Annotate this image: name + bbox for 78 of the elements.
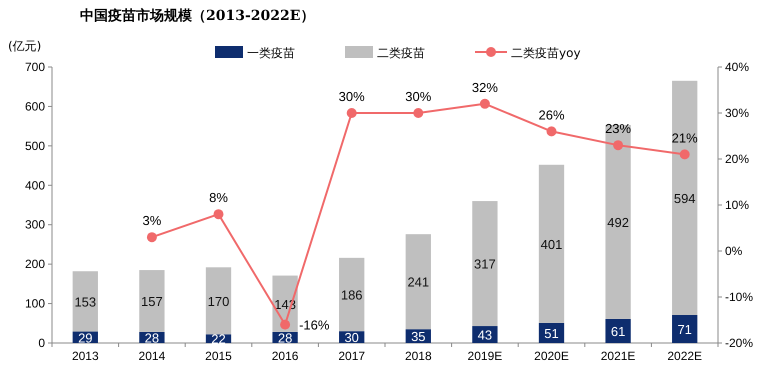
data-label: 26% xyxy=(538,107,565,122)
chart-title: 中国疫苗市场规模（2013-2022E） xyxy=(80,7,314,24)
data-label: 594 xyxy=(674,190,696,206)
y-tick-label: 700 xyxy=(24,60,46,74)
data-label: 35 xyxy=(411,329,426,344)
point xyxy=(613,140,624,150)
data-label: 401 xyxy=(540,236,562,252)
bar xyxy=(206,267,232,334)
data-label: 28 xyxy=(144,330,160,346)
data-label: 3% xyxy=(142,213,162,228)
x-tick-label: 2020E xyxy=(534,349,569,363)
data-label: 32% xyxy=(472,80,498,95)
data-label: 186 xyxy=(340,288,363,303)
data-label: 51 xyxy=(544,326,559,341)
data-label: 30% xyxy=(405,89,432,104)
bar xyxy=(538,164,564,323)
x-tick-label: 2017 xyxy=(338,349,366,363)
data-label: 23% xyxy=(605,121,632,136)
bar xyxy=(605,318,631,343)
data-label: 241 xyxy=(407,274,430,290)
legend-label: 一类疫苗 xyxy=(247,46,295,60)
y-tick-label: 500 xyxy=(24,138,46,153)
y2-tick-label: -10% xyxy=(725,290,754,304)
x-tick-label: 2013 xyxy=(72,349,99,363)
x-tick-label: 2015 xyxy=(205,349,232,363)
y2-tick-label: 30% xyxy=(725,106,750,120)
data-label: 61 xyxy=(610,324,626,339)
y-tick-label: 200 xyxy=(24,257,46,272)
x-tick-label: 2019E xyxy=(468,349,502,363)
x-tick-label: 2018 xyxy=(404,349,432,363)
y2-tick-label: -20% xyxy=(725,336,754,350)
point xyxy=(546,126,556,136)
data-label: 492 xyxy=(607,214,629,230)
data-label: 28 xyxy=(278,330,292,346)
x-tick-label: 2021E xyxy=(600,349,636,363)
data-label: 30% xyxy=(338,89,366,104)
bar xyxy=(672,315,698,343)
bar xyxy=(139,270,165,332)
data-label: 22 xyxy=(211,332,226,347)
data-label: 71 xyxy=(677,322,692,338)
data-label: 317 xyxy=(474,256,496,272)
y-tick-label: 100 xyxy=(24,296,46,311)
y2-tick-label: 10% xyxy=(725,198,750,212)
y2-tick-label: 0% xyxy=(725,244,743,258)
data-label: 8% xyxy=(209,190,228,206)
y-tick-label: 600 xyxy=(24,99,46,114)
bar xyxy=(672,80,698,316)
bar xyxy=(605,124,631,319)
data-label: 21% xyxy=(672,130,698,146)
data-label: 170 xyxy=(208,294,230,309)
y2-tick-label: 20% xyxy=(725,152,750,166)
y-axis-title: (亿元) xyxy=(8,39,42,53)
point xyxy=(280,320,290,330)
data-label: -16% xyxy=(299,318,330,333)
x-tick-label: 2016 xyxy=(272,349,299,363)
y-tick-label: 400 xyxy=(24,178,46,192)
bar xyxy=(72,271,98,332)
legend-label: 二类疫苗yoy xyxy=(511,46,581,60)
y-tick-label: 300 xyxy=(24,218,46,232)
data-label: 43 xyxy=(478,328,492,343)
bar xyxy=(472,201,498,326)
x-tick-label: 2014 xyxy=(138,349,166,363)
point xyxy=(680,149,690,160)
y-tick-label: 0 xyxy=(38,336,46,350)
point xyxy=(346,108,357,118)
data-label: 30 xyxy=(344,330,359,346)
data-label: 29 xyxy=(78,330,93,346)
legend-label: 二类疫苗 xyxy=(377,46,425,60)
point xyxy=(480,98,490,109)
x-tick-label: 2022E xyxy=(667,349,702,363)
bar xyxy=(339,258,364,332)
data-label: 153 xyxy=(74,294,96,310)
data-label: 157 xyxy=(141,294,163,310)
point xyxy=(214,209,224,220)
y2-tick-label: 40% xyxy=(725,60,750,74)
point xyxy=(413,108,424,118)
point xyxy=(146,232,157,242)
bar xyxy=(406,234,431,330)
